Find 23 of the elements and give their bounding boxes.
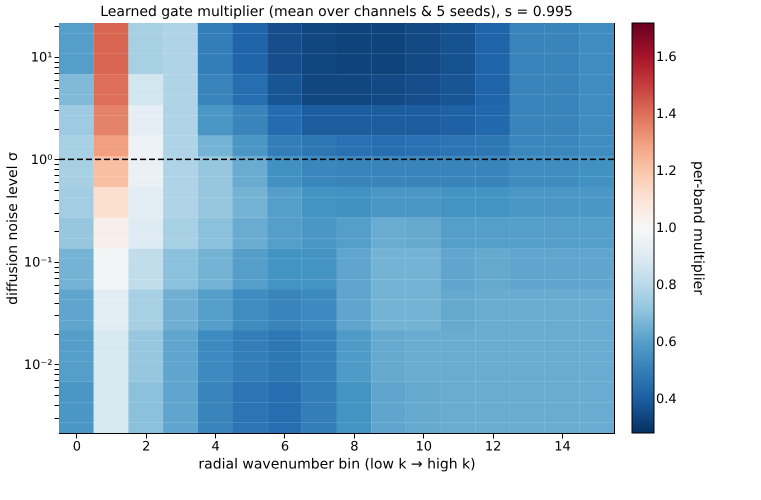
- x-tick-label: 8: [350, 440, 358, 454]
- x-axis-title: radial wavenumber bin (low k → high k): [198, 456, 476, 472]
- x-tick-label: 14: [554, 440, 571, 454]
- color-bar-label: 0.8: [656, 278, 677, 293]
- x-tick-label: 4: [211, 440, 220, 454]
- x-tick-label: 10: [415, 440, 432, 454]
- x-tick-label: 2: [142, 440, 150, 454]
- color-bar-label: 1.0: [656, 221, 677, 236]
- color-bar-label: 0.4: [656, 392, 677, 407]
- y-tick-label: 10⁻²: [24, 358, 52, 373]
- color-bar-title: per-band multiplier: [690, 161, 706, 296]
- x-tick-label: 6: [280, 440, 290, 454]
- x-tick-label: 12: [484, 440, 502, 454]
- x-tick-label: 0: [72, 440, 81, 454]
- y-tick-label: 10⁻¹: [24, 255, 52, 270]
- y-tick-label: 10⁰: [30, 152, 52, 168]
- y-tick-label: 10¹: [30, 50, 52, 66]
- color-bar-label: 1.6: [656, 50, 677, 66]
- color-bar-label: 0.6: [656, 334, 677, 350]
- chart-title: Learned gate multiplier (mean over channels & 5 seeds), s = 0.995: [100, 4, 573, 20]
- y-axis-title: diffusion noise level σ: [4, 152, 21, 305]
- color-bar-label: 1.4: [656, 107, 677, 122]
- color-bar-label: 1.2: [656, 164, 677, 180]
